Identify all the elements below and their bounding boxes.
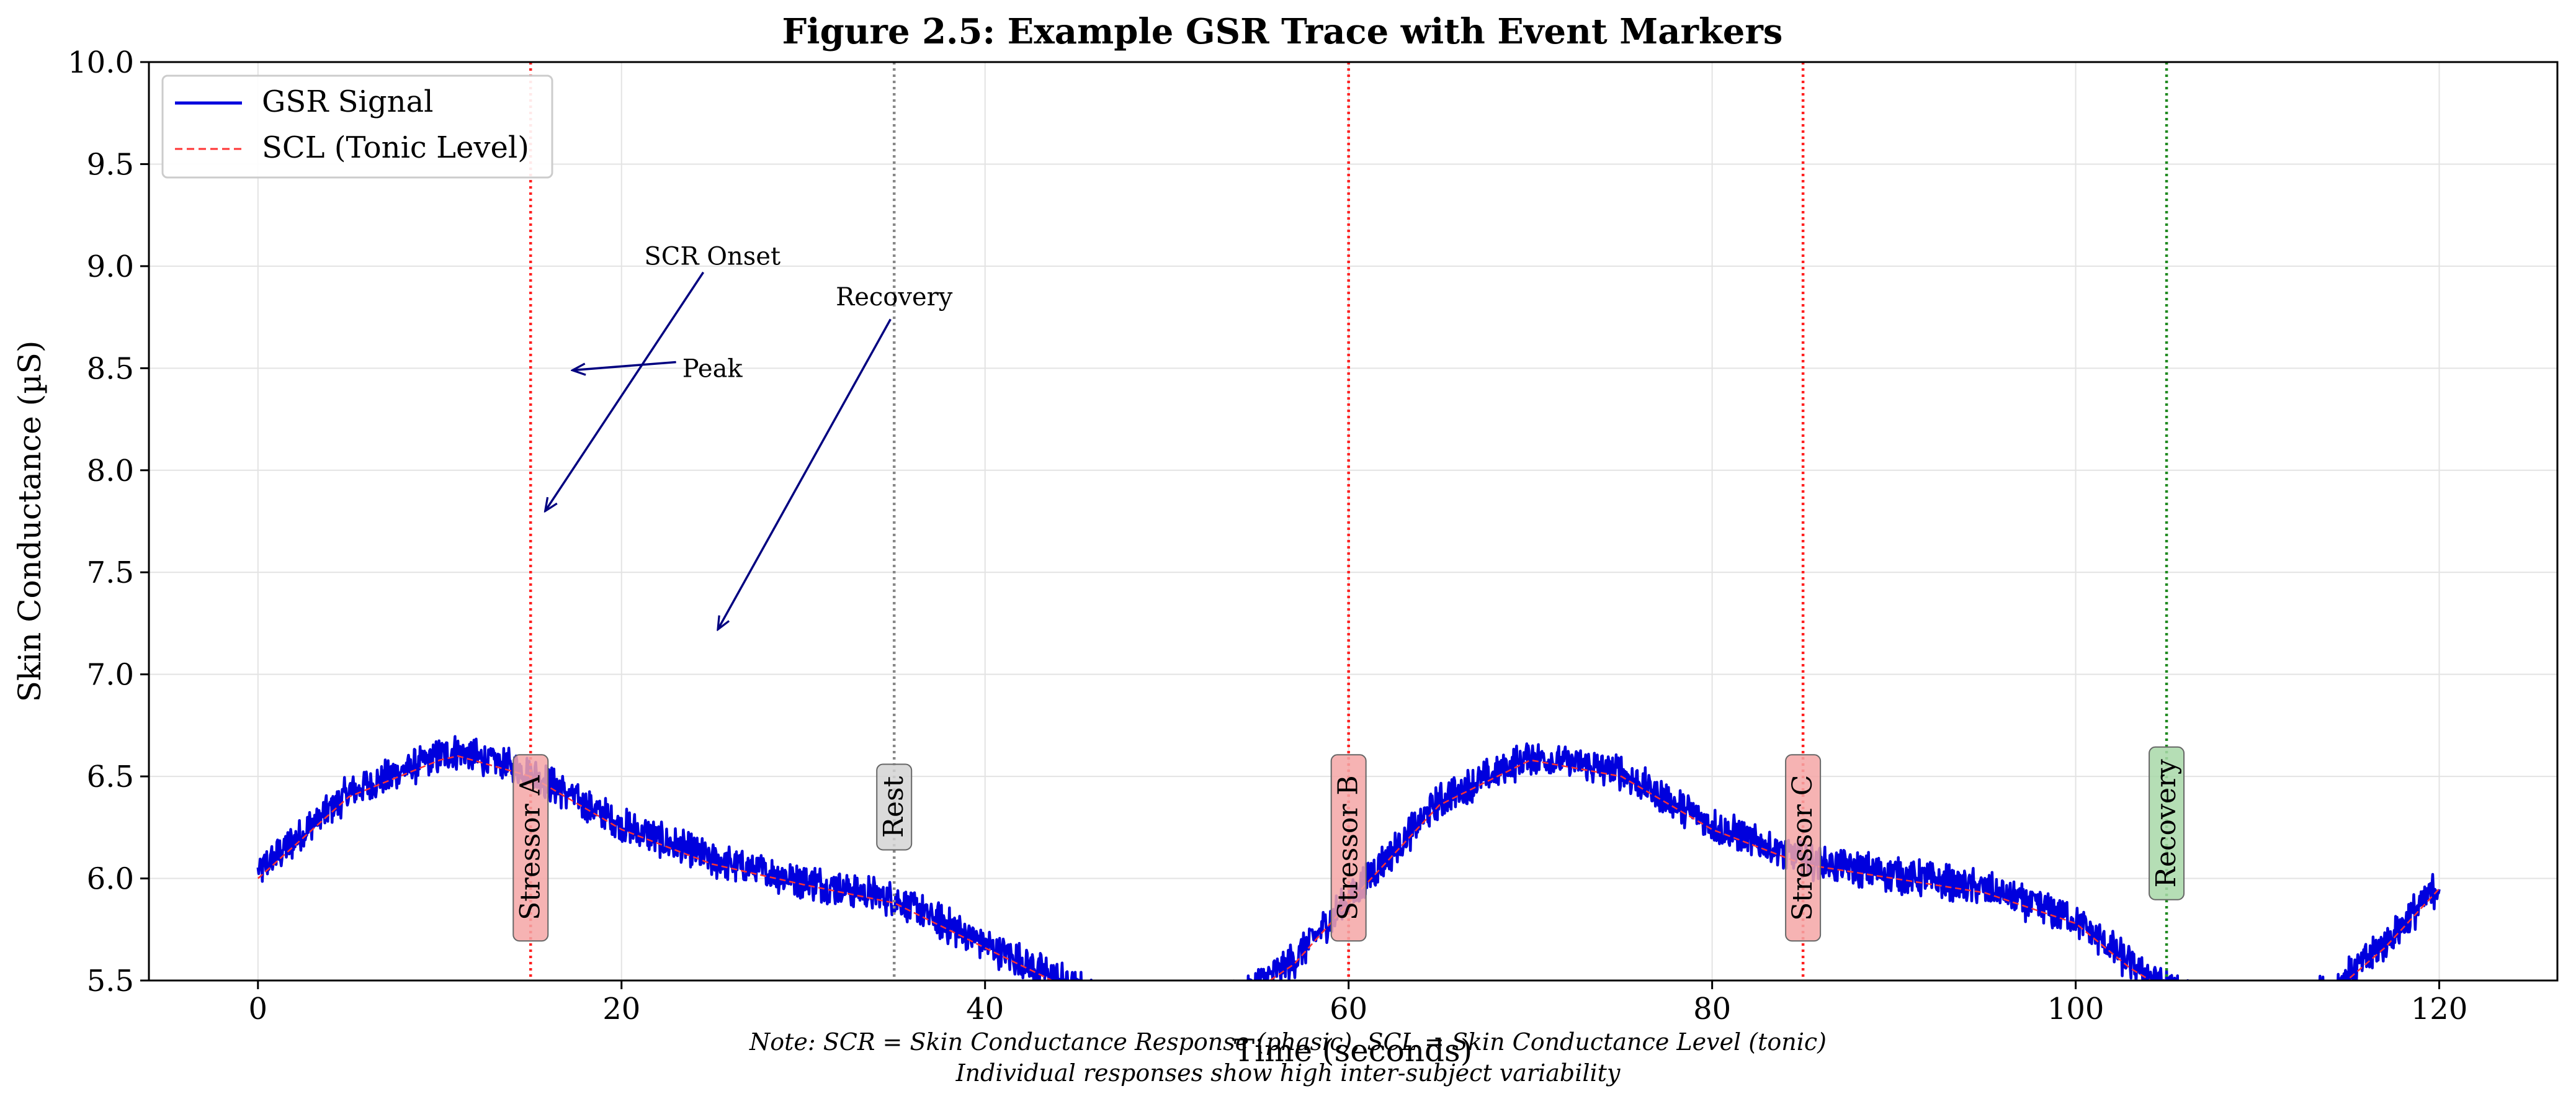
annotation-label: Peak [682, 354, 743, 383]
y-tick-label: 7.5 [87, 555, 134, 590]
annotation-arrow [718, 318, 892, 629]
x-axis-label: Time (seconds) [1234, 1033, 1472, 1069]
y-axis-ticks: 5.5 6.0 6.5 7.0 7.5 8.0 8.5 9.0 9.5 10.0 [68, 45, 149, 999]
event-marker-label-box [876, 763, 913, 851]
x-tick-label: 0 [249, 992, 268, 1026]
y-tick-label: 6.0 [87, 862, 134, 897]
event-marker-label: Rest [878, 776, 910, 838]
event-marker-label-box [1785, 754, 1822, 942]
x-axis-ticks: 0 20 40 60 80 100 120 [249, 981, 2468, 1026]
x-tick-label: 20 [602, 992, 640, 1026]
y-tick-label: 9.5 [87, 147, 134, 182]
event-markers: Stressor A Rest Stressor B Stressor C Recove… [512, 62, 2185, 981]
annotations: SCR Onset Peak Recovery [545, 242, 953, 629]
annotation-arrow [573, 361, 676, 370]
event-marker-label-box [2149, 746, 2185, 900]
footnote-line-1: Note: SCR = Skin Conductance Response (p… [749, 1028, 1827, 1056]
plot-frame [148, 61, 2559, 982]
y-tick-label: 5.5 [87, 964, 134, 999]
y-tick-label: 8.5 [87, 351, 134, 386]
annotation-arrow [545, 271, 705, 511]
x-tick-label: 60 [1330, 992, 1367, 1026]
legend: GSR Signal SCL (Tonic Level) [161, 74, 553, 179]
event-marker-label: Stressor A [514, 774, 546, 920]
annotation-label: SCR Onset [644, 242, 780, 271]
x-tick-label: 120 [2411, 992, 2468, 1026]
chart-title: Figure 2.5: Example GSR Trace with Event… [782, 11, 1783, 52]
legend-box [161, 74, 553, 179]
legend-label-gsr: GSR Signal [262, 84, 433, 119]
event-marker-label-box [512, 754, 549, 942]
legend-label-scl: SCL (Tonic Level) [262, 130, 529, 165]
event-marker-label: Stressor C [1787, 775, 1818, 921]
y-tick-label: 6.5 [87, 760, 134, 794]
event-marker-label: Recovery [2150, 759, 2182, 887]
x-tick-label: 40 [966, 992, 1004, 1026]
annotation-label: Recovery [836, 283, 953, 312]
event-marker-label-box [1330, 754, 1367, 942]
y-axis-label: Skin Conductance (µS) [12, 341, 48, 702]
y-tick-label: 9.0 [87, 249, 134, 284]
y-tick-label: 7.0 [87, 658, 134, 693]
x-tick-label: 80 [1693, 992, 1731, 1026]
footnote-line-2: Individual responses show high inter-sub… [955, 1059, 1621, 1087]
y-tick-label: 8.0 [87, 454, 134, 488]
y-tick-label: 10.0 [68, 45, 134, 80]
x-tick-label: 100 [2047, 992, 2104, 1026]
event-marker-label: Stressor B [1333, 775, 1364, 920]
